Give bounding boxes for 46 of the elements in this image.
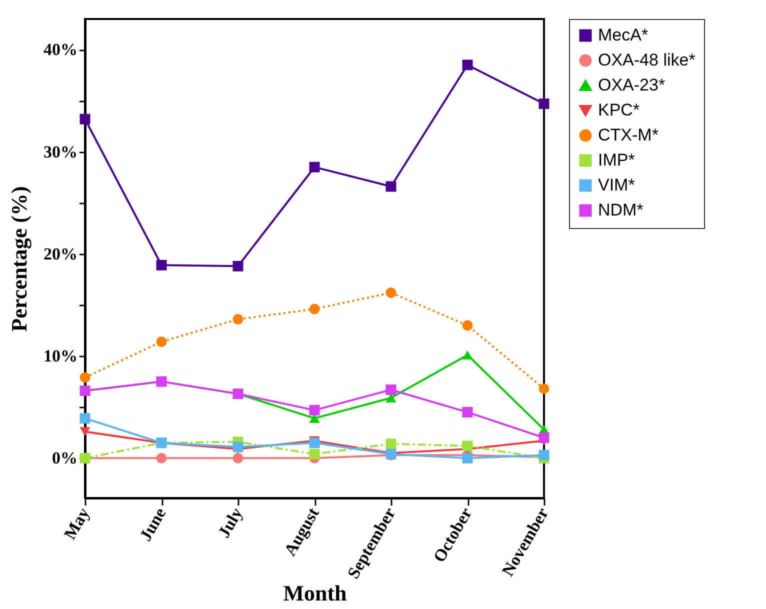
point	[232, 442, 244, 452]
legend-label: OXA-23*	[598, 76, 666, 94]
point	[462, 320, 473, 331]
point	[462, 452, 473, 464]
point	[309, 162, 320, 172]
point	[538, 383, 550, 394]
point	[386, 181, 396, 192]
point	[156, 452, 167, 464]
point	[386, 384, 396, 395]
y-tick-label: 10%	[44, 346, 78, 366]
point	[156, 260, 167, 270]
point	[309, 448, 320, 460]
legend-label: KPC*	[598, 100, 640, 120]
y-tick-label: 20%	[44, 244, 78, 264]
point	[232, 260, 244, 272]
point	[386, 438, 396, 450]
y-tick-label: 30%	[44, 142, 78, 162]
legend-label: CTX-M*	[598, 126, 659, 144]
point	[309, 304, 320, 314]
y-axis-title: Percentage (%)	[6, 186, 32, 332]
point	[462, 350, 473, 360]
point	[538, 432, 550, 443]
point	[156, 336, 167, 347]
point	[462, 406, 473, 418]
point	[386, 393, 396, 402]
y-tick-label: 40%	[44, 40, 78, 60]
point	[386, 287, 396, 298]
point	[462, 60, 473, 70]
point	[309, 404, 320, 416]
point	[538, 98, 550, 110]
legend-label: OXA-48 like*	[598, 50, 696, 70]
point	[309, 414, 320, 423]
legend-label: VIM*	[598, 176, 636, 194]
point	[80, 413, 90, 424]
point	[80, 427, 90, 436]
x-axis-title: Month	[283, 580, 347, 606]
point	[462, 440, 473, 452]
point	[309, 438, 320, 448]
point	[232, 314, 244, 324]
y-tick-label: 0%	[52, 448, 78, 468]
point	[232, 452, 244, 464]
point	[80, 372, 90, 383]
legend-label: IMP*	[598, 150, 636, 170]
point	[80, 114, 90, 124]
legend-label: NDM*	[598, 200, 644, 220]
legend-label: MecA*	[598, 26, 648, 44]
